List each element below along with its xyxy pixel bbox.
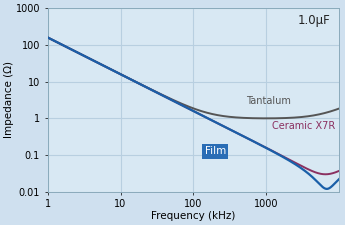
Text: Tantalum: Tantalum	[246, 96, 291, 106]
Y-axis label: Impedance (Ω): Impedance (Ω)	[4, 61, 14, 138]
X-axis label: Frequency (kHz): Frequency (kHz)	[151, 211, 236, 221]
Text: 1.0μF: 1.0μF	[298, 14, 331, 27]
Text: Film: Film	[205, 146, 226, 156]
Text: Ceramic X7R: Ceramic X7R	[272, 121, 335, 131]
